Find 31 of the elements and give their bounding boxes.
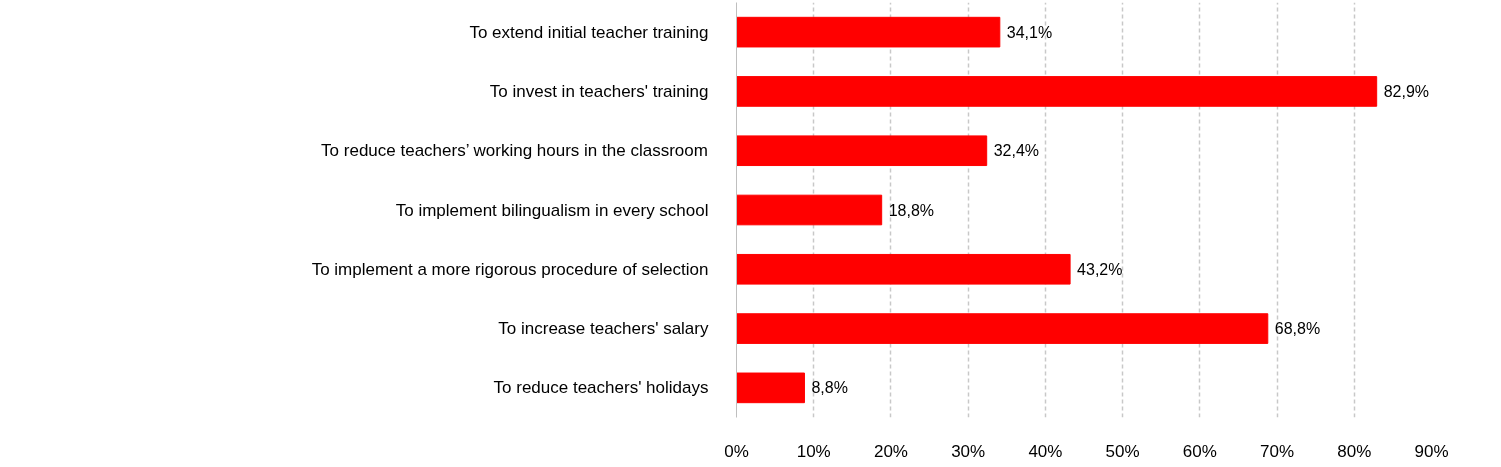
x-tick-label: 50% bbox=[1105, 441, 1140, 461]
bar bbox=[736, 194, 883, 226]
y-tick-label: To reduce teachers' holidays bbox=[493, 378, 709, 398]
data-label: 82,9% bbox=[1383, 82, 1430, 100]
y-tick-label: To increase teachers' salary bbox=[498, 319, 709, 339]
y-tick-label: To implement a more rigorous procedure of selection bbox=[311, 259, 709, 279]
data-label: 8,8% bbox=[811, 379, 848, 397]
x-tick-label: 70% bbox=[1260, 441, 1295, 461]
y-tick-label: To invest in teachers' training bbox=[489, 81, 709, 101]
x-tick-label: 80% bbox=[1337, 441, 1372, 461]
bar bbox=[736, 253, 1071, 285]
bar bbox=[736, 372, 805, 404]
bar bbox=[736, 313, 1269, 344]
x-tick-label: 30% bbox=[951, 441, 986, 461]
y-tick-label: To implement bilingualism in every school bbox=[395, 200, 709, 220]
bar bbox=[736, 76, 1378, 107]
data-label: 43,2% bbox=[1077, 260, 1123, 278]
bar bbox=[736, 135, 988, 167]
data-label: 18,8% bbox=[888, 201, 935, 219]
x-tick-label: 0% bbox=[724, 441, 749, 461]
x-tick-label: 10% bbox=[796, 441, 831, 461]
data-label: 32,4% bbox=[993, 142, 1040, 160]
y-tick-label: To extend initial teacher training bbox=[469, 22, 709, 42]
x-tick-label: 20% bbox=[873, 441, 908, 461]
x-tick-label: 90% bbox=[1414, 441, 1449, 461]
data-label: 34,1% bbox=[1006, 23, 1053, 41]
data-label: 68,8% bbox=[1274, 320, 1321, 338]
y-tick-label: To reduce teachers’ working hours in the classroom bbox=[321, 141, 708, 161]
x-tick-label: 60% bbox=[1182, 441, 1217, 461]
bar bbox=[736, 16, 1001, 48]
x-tick-label: 40% bbox=[1028, 441, 1063, 461]
